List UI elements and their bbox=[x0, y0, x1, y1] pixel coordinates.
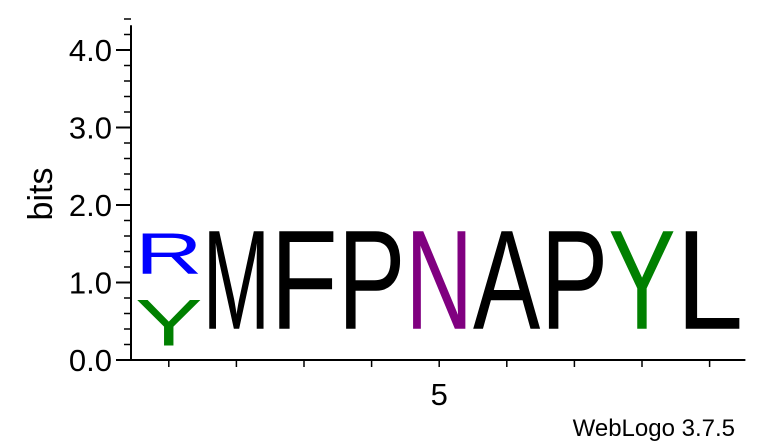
x-tick-label: 5 bbox=[431, 377, 448, 412]
y-tick-label: 0.0 bbox=[69, 343, 112, 378]
logo-letter-n: N bbox=[405, 201, 473, 359]
logo-letter-r: R bbox=[135, 220, 203, 286]
y-axis-title: bits bbox=[22, 168, 60, 221]
logo-column: Y bbox=[608, 201, 676, 360]
logo-column: P bbox=[541, 201, 609, 360]
logo-letter-m: M bbox=[203, 201, 271, 359]
y-tick-label: 3.0 bbox=[69, 111, 112, 146]
logo-letter-a: A bbox=[473, 202, 540, 360]
logo-column: M bbox=[203, 201, 271, 359]
y-axis: 0.0 1.0 2.0 3.0 4.0 bbox=[69, 19, 131, 378]
logo-letter-y: Y bbox=[135, 287, 203, 360]
logo-letter-p: P bbox=[541, 201, 609, 360]
logo-letter-p: P bbox=[338, 201, 406, 360]
logo-letter-y: Y bbox=[608, 201, 676, 360]
x-axis: 5 bbox=[130, 360, 745, 412]
logo-column: YR bbox=[135, 220, 203, 360]
y-tick-label: 1.0 bbox=[69, 266, 112, 301]
logo-letter-l: L bbox=[676, 200, 744, 359]
logo-letter-f: F bbox=[270, 201, 338, 359]
logo-column: A bbox=[473, 202, 540, 360]
logo-column: P bbox=[338, 201, 406, 360]
weblogo-credit: WebLogo 3.7.5 bbox=[573, 415, 735, 442]
logo-column: L bbox=[676, 200, 744, 359]
logo-column: F bbox=[270, 201, 338, 359]
y-tick-label: 2.0 bbox=[69, 188, 112, 223]
logo-column: N bbox=[405, 201, 473, 359]
letter-stacks: YR M F P N A P Y L bbox=[135, 200, 743, 360]
y-tick-label: 4.0 bbox=[69, 33, 112, 68]
